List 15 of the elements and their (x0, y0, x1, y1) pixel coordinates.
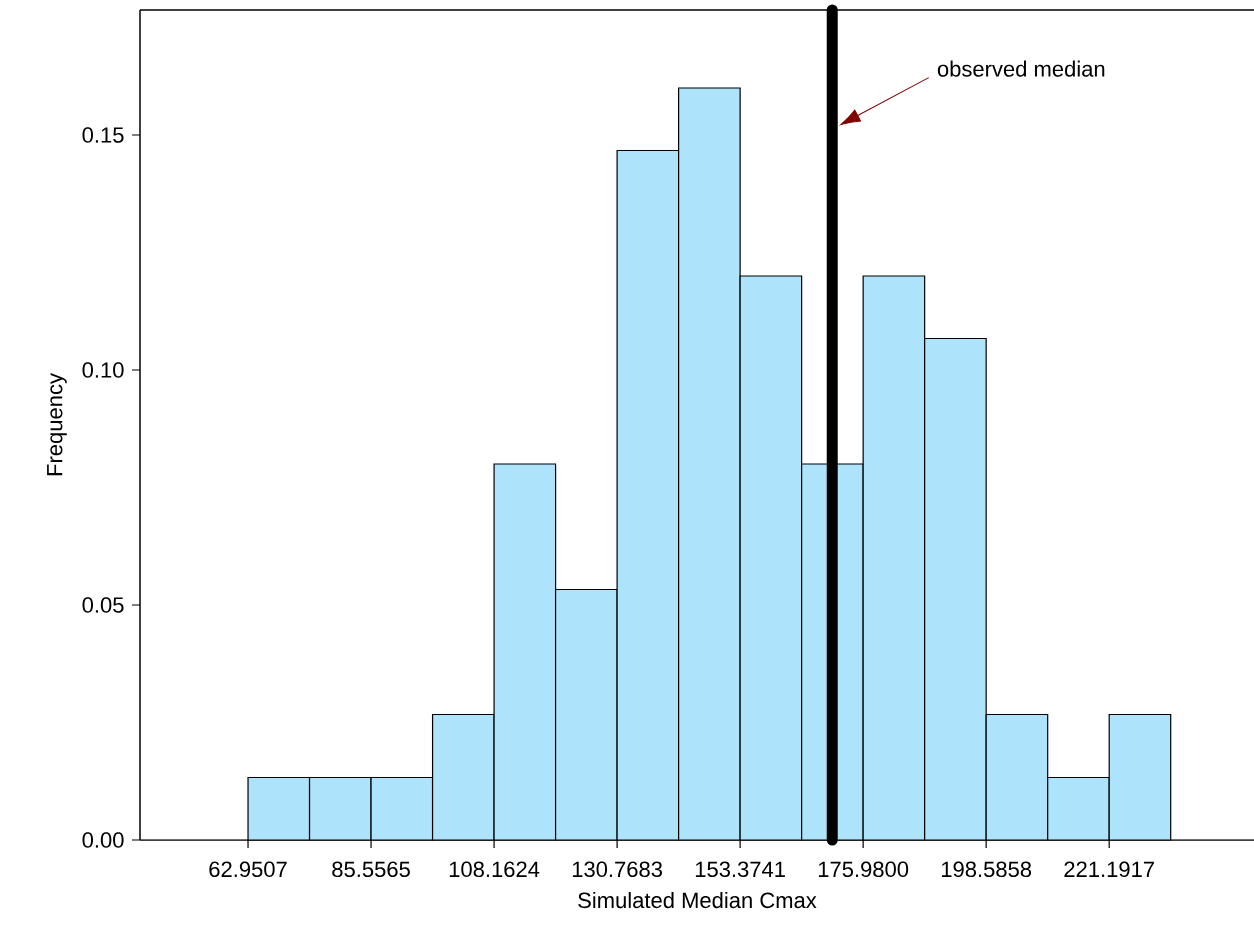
y-axis-title: Frequency (47, 373, 67, 476)
x-tick-label: 62.9507 (209, 861, 287, 878)
x-tick-label: 130.7683 (572, 861, 662, 878)
x-axis-title: Simulated Median Cmax (578, 891, 817, 909)
y-tick-label: 0.00 (82, 832, 124, 848)
x-tick-label: 198.5858 (941, 861, 1032, 878)
x-tick-label: 221.1917 (1064, 861, 1154, 878)
y-tick-label: 0.10 (82, 362, 124, 378)
annotation: observed median (937, 60, 1105, 77)
y-tick-label: 0.15 (82, 127, 124, 143)
x-tick-label: 153.3741 (695, 861, 785, 878)
x-tick-label: 175.9800 (818, 861, 909, 878)
y-tick-label: 0.05 (82, 597, 124, 613)
x-tick-label: 108.1624 (449, 861, 540, 878)
x-tick-label: 85.5565 (332, 861, 410, 878)
